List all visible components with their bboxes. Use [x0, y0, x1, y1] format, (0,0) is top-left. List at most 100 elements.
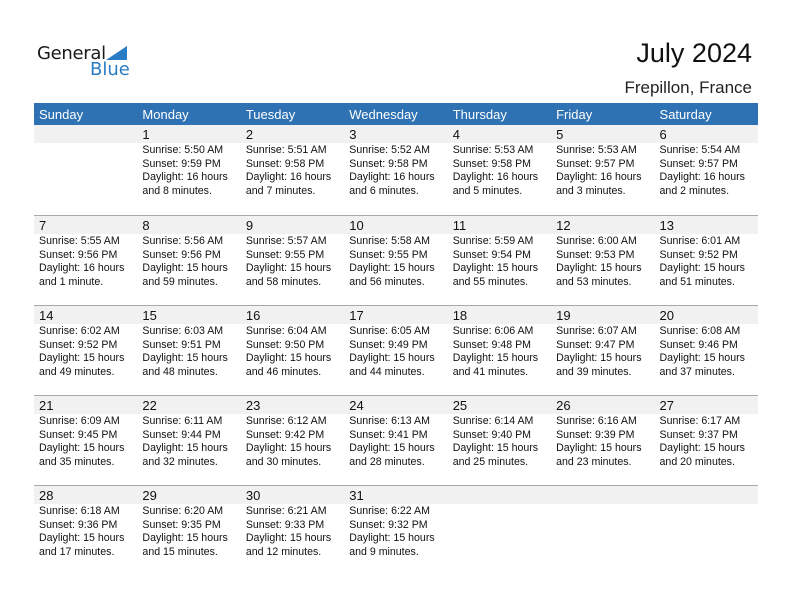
sunset-text: Sunset: 9:58 PM: [452, 157, 532, 170]
day-number: 29: [142, 488, 157, 503]
daylight-text: Daylight: 15 hours: [452, 352, 539, 364]
day-number: 30: [245, 488, 261, 503]
sunrise-text: Sunrise: 6:05 AM: [349, 325, 430, 337]
day-cell: Sunrise: 6:02 AM Sunset: 9:52 PM Daylight:…: [34, 324, 137, 379]
date-band: 7 8 9 10 11 12 13: [34, 216, 758, 234]
day-number: [655, 486, 758, 504]
day-number: 11: [452, 218, 467, 233]
sunset-text: Sunset: 9:41 PM: [349, 428, 428, 441]
day-number: 15: [142, 308, 157, 323]
day-number: 10: [349, 218, 364, 233]
day-number: 7: [39, 218, 47, 233]
daylight-text: Daylight: 15 hours: [142, 532, 228, 544]
sunrise-text: Sunrise: 6:00 AM: [556, 235, 637, 247]
sunset-text: Sunset: 9:55 PM: [349, 248, 428, 261]
day-number: 24: [349, 398, 364, 413]
day-cell: Sunrise: 5:50 AM Sunset: 9:59 PM Daylight:…: [137, 143, 240, 198]
sunrise-text: Sunrise: 6:18 AM: [39, 505, 120, 517]
minutes-text: and 23 minutes.: [556, 455, 632, 468]
day-number: 9: [245, 218, 254, 233]
weekday-wednesday: Wednesday: [349, 107, 418, 122]
logo-text-blue: Blue: [90, 59, 130, 80]
day-number: 4: [452, 127, 460, 142]
sunset-text: Sunset: 9:59 PM: [142, 157, 221, 170]
minutes-text: and 2 minutes.: [659, 184, 730, 197]
sunrise-text: Sunrise: 5:52 AM: [349, 144, 430, 156]
sunset-text: Sunset: 9:47 PM: [556, 338, 635, 351]
daylight-text: Daylight: 15 hours: [349, 262, 435, 274]
day-cell: Sunrise: 6:08 AM Sunset: 9:46 PM Daylight:…: [655, 324, 758, 379]
day-number: 17: [349, 308, 364, 323]
day-cell: Sunrise: 6:05 AM Sunset: 9:49 PM Daylight:…: [344, 324, 447, 379]
minutes-text: and 32 minutes.: [142, 455, 218, 468]
sunrise-text: Sunrise: 5:59 AM: [452, 235, 534, 247]
daylight-text: Daylight: 15 hours: [349, 532, 435, 544]
sunset-text: Sunset: 9:54 PM: [452, 248, 532, 261]
sunrise-text: Sunrise: 6:09 AM: [39, 415, 120, 427]
day-cell: Sunrise: 5:59 AM Sunset: 9:54 PM Daylight:…: [448, 234, 551, 289]
daylight-text: Daylight: 15 hours: [245, 352, 332, 364]
daylight-text: Daylight: 15 hours: [245, 442, 332, 454]
page-title: July 2024: [636, 38, 752, 68]
day-cell: Sunrise: 6:16 AM Sunset: 9:39 PM Daylight:…: [551, 414, 654, 469]
day-number: 5: [556, 127, 564, 142]
sunset-text: Sunset: 9:53 PM: [556, 248, 635, 261]
day-number: 22: [142, 398, 157, 413]
sunrise-text: Sunrise: 6:07 AM: [556, 325, 637, 337]
daylight-text: Daylight: 15 hours: [39, 532, 125, 544]
daylight-text: Daylight: 15 hours: [39, 352, 125, 364]
sunset-text: Sunset: 9:56 PM: [142, 248, 221, 261]
sunrise-text: Sunrise: 6:20 AM: [142, 505, 224, 517]
minutes-text: and 35 minutes.: [39, 455, 115, 468]
day-number: [551, 486, 654, 504]
day-cell: Sunrise: 6:06 AM Sunset: 9:48 PM Daylight:…: [448, 324, 551, 379]
logo-text-general: General: [37, 43, 106, 64]
day-cell: [655, 504, 758, 559]
minutes-text: and 15 minutes.: [142, 545, 218, 558]
day-cell: Sunrise: 6:00 AM Sunset: 9:53 PM Daylight:…: [551, 234, 654, 289]
day-number: 18: [452, 308, 468, 323]
day-number: 20: [659, 308, 674, 323]
day-cell: Sunrise: 6:03 AM Sunset: 9:51 PM Daylight:…: [137, 324, 240, 379]
sunrise-text: Sunrise: 5:51 AM: [245, 144, 327, 156]
location: Frepillon, France: [624, 78, 752, 97]
minutes-text: and 53 minutes.: [556, 275, 632, 288]
day-number: 21: [39, 398, 54, 413]
minutes-text: and 55 minutes.: [452, 275, 529, 288]
sunset-text: Sunset: 9:48 PM: [452, 338, 532, 351]
sunset-text: Sunset: 9:55 PM: [245, 248, 325, 261]
day-number: 2: [245, 127, 254, 142]
weekday-sunday: Sunday: [39, 107, 84, 122]
minutes-text: and 48 minutes.: [142, 365, 218, 378]
minutes-text: and 28 minutes.: [349, 455, 425, 468]
daylight-text: Daylight: 16 hours: [245, 171, 332, 183]
sunrise-text: Sunrise: 6:11 AM: [142, 415, 223, 427]
sunrise-text: Sunrise: 6:17 AM: [659, 415, 741, 427]
day-cell: Sunrise: 5:55 AM Sunset: 9:56 PM Daylight:…: [34, 234, 137, 289]
sunset-text: Sunset: 9:39 PM: [556, 428, 635, 441]
day-cell: Sunrise: 6:18 AM Sunset: 9:36 PM Daylight:…: [34, 504, 137, 559]
day-number: 28: [39, 488, 54, 503]
daylight-text: Daylight: 16 hours: [556, 171, 642, 183]
daylight-text: Daylight: 16 hours: [659, 171, 745, 183]
day-number: 12: [556, 218, 571, 233]
sunset-text: Sunset: 9:37 PM: [659, 428, 738, 441]
sunset-text: Sunset: 9:35 PM: [142, 518, 221, 531]
day-number: 6: [659, 127, 667, 142]
day-number: [34, 125, 137, 143]
sunrise-text: Sunrise: 5:50 AM: [142, 144, 224, 156]
sunset-text: Sunset: 9:44 PM: [142, 428, 221, 441]
daylight-text: Daylight: 15 hours: [349, 352, 435, 364]
day-number: 27: [659, 398, 674, 413]
daylight-text: Daylight: 15 hours: [245, 532, 332, 544]
weekday-friday: Friday: [556, 107, 593, 122]
sunrise-text: Sunrise: 6:12 AM: [245, 415, 327, 427]
daylight-text: Daylight: 15 hours: [659, 442, 745, 454]
daylight-text: Daylight: 15 hours: [556, 352, 642, 364]
daylight-text: Daylight: 16 hours: [349, 171, 435, 183]
day-number: 25: [452, 398, 468, 413]
sunset-text: Sunset: 9:57 PM: [659, 157, 738, 170]
sunrise-text: Sunrise: 6:16 AM: [556, 415, 637, 427]
sunset-text: Sunset: 9:57 PM: [556, 157, 635, 170]
weekday-thursday: Thursday: [452, 107, 507, 122]
